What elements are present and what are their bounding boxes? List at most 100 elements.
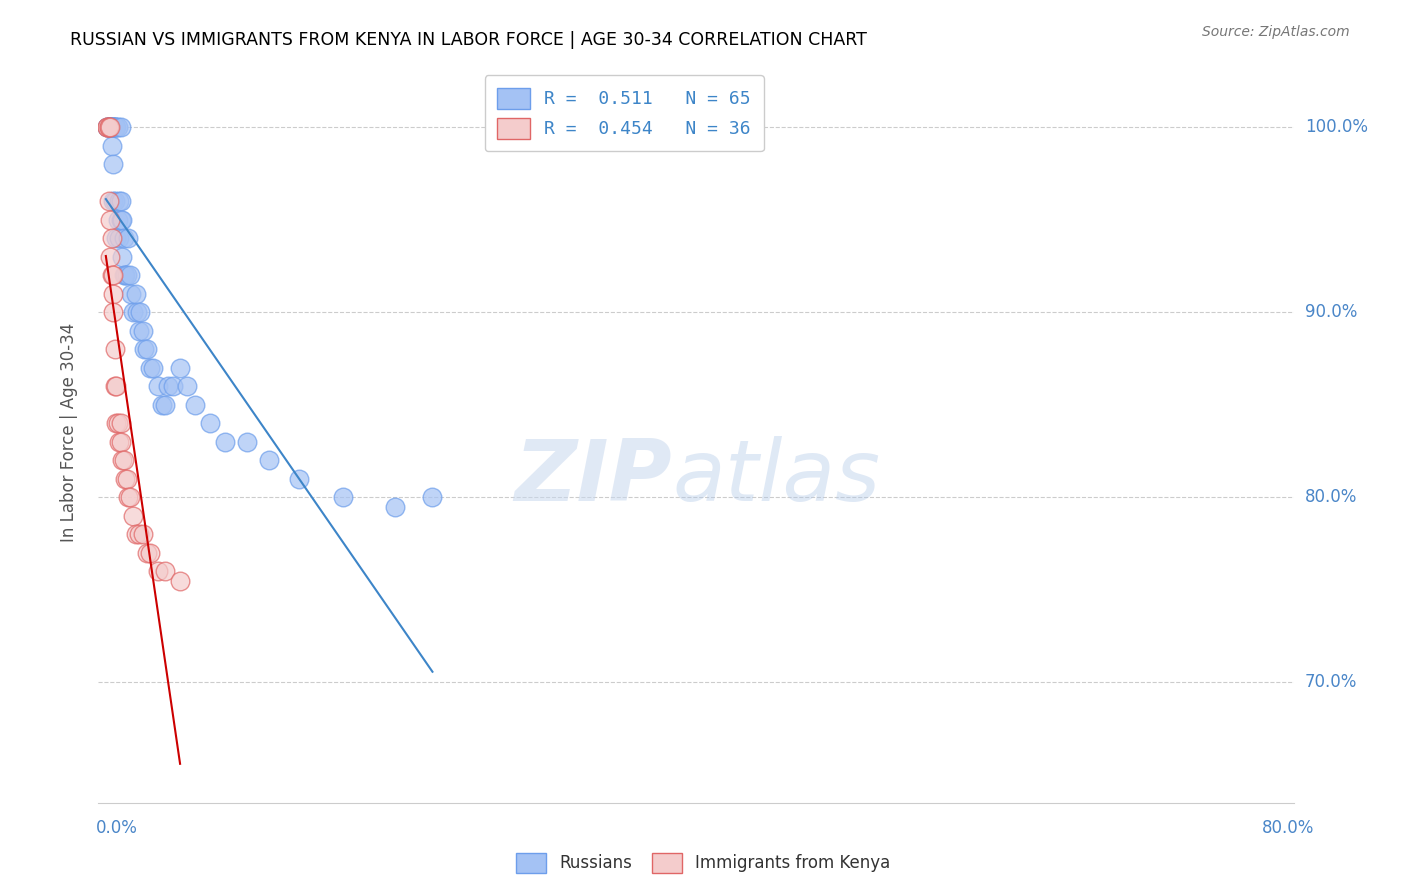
Point — [155, 398, 177, 412]
Point — [101, 231, 124, 245]
Point — [98, 212, 121, 227]
Point — [384, 500, 406, 514]
Point — [176, 379, 198, 393]
Text: RUSSIAN VS IMMIGRANTS FROM KENYA IN LABOR FORCE | AGE 30-34 CORRELATION CHART: RUSSIAN VS IMMIGRANTS FROM KENYA IN LABO… — [70, 31, 868, 49]
Point — [97, 120, 120, 135]
Point — [214, 434, 236, 449]
Point — [169, 574, 191, 588]
Point — [103, 194, 125, 209]
Point — [104, 379, 127, 393]
Y-axis label: In Labor Force | Age 30-34: In Labor Force | Age 30-34 — [59, 323, 77, 542]
Point — [120, 286, 142, 301]
Point — [110, 434, 132, 449]
Point — [236, 434, 259, 449]
Point — [108, 231, 131, 245]
Point — [132, 324, 155, 338]
Point — [114, 268, 136, 283]
Point — [136, 546, 159, 560]
Point — [146, 565, 169, 579]
Point — [155, 565, 177, 579]
Point — [110, 194, 132, 209]
Point — [97, 120, 120, 135]
Point — [97, 194, 120, 209]
Point — [118, 268, 141, 283]
Point — [98, 120, 121, 135]
Point — [96, 120, 118, 135]
Text: atlas: atlas — [672, 435, 880, 518]
Point — [121, 305, 143, 319]
Point — [142, 360, 165, 375]
Point — [288, 472, 311, 486]
Text: ZIP: ZIP — [515, 435, 672, 518]
Point — [112, 231, 135, 245]
Point — [96, 120, 118, 135]
Point — [112, 453, 135, 467]
Point — [103, 120, 125, 135]
Point — [146, 379, 169, 393]
Point — [129, 305, 152, 319]
Point — [105, 231, 128, 245]
Point — [103, 157, 125, 171]
Point — [103, 305, 125, 319]
Point — [101, 138, 124, 153]
Point — [169, 360, 191, 375]
Text: 90.0%: 90.0% — [1305, 303, 1357, 321]
Point — [98, 120, 121, 135]
Point — [101, 268, 124, 283]
Point — [108, 434, 131, 449]
Point — [139, 360, 162, 375]
Point — [108, 194, 131, 209]
Text: 80.0%: 80.0% — [1263, 819, 1315, 837]
Point — [124, 527, 146, 541]
Point — [97, 120, 120, 135]
Point — [103, 120, 125, 135]
Point — [104, 194, 127, 209]
Point — [96, 120, 118, 135]
Point — [98, 250, 121, 264]
Point — [117, 231, 139, 245]
Point — [150, 398, 173, 412]
Point — [101, 120, 124, 135]
Legend: R =  0.511   N = 65, R =  0.454   N = 36: R = 0.511 N = 65, R = 0.454 N = 36 — [485, 75, 763, 151]
Point — [107, 120, 129, 135]
Point — [103, 286, 125, 301]
Point — [121, 508, 143, 523]
Point — [97, 120, 120, 135]
Text: 70.0%: 70.0% — [1305, 673, 1357, 691]
Point — [162, 379, 184, 393]
Point — [101, 120, 124, 135]
Text: 100.0%: 100.0% — [1305, 119, 1368, 136]
Point — [124, 286, 146, 301]
Point — [104, 120, 127, 135]
Point — [103, 268, 125, 283]
Point — [157, 379, 180, 393]
Point — [98, 120, 121, 135]
Point — [111, 453, 134, 467]
Point — [98, 120, 121, 135]
Point — [107, 417, 129, 431]
Point — [96, 120, 118, 135]
Point — [97, 120, 120, 135]
Text: 80.0%: 80.0% — [1305, 489, 1357, 507]
Point — [117, 491, 139, 505]
Point — [101, 120, 124, 135]
Point — [103, 120, 125, 135]
Legend: Russians, Immigrants from Kenya: Russians, Immigrants from Kenya — [509, 847, 897, 880]
Point — [110, 212, 132, 227]
Point — [128, 324, 150, 338]
Point — [184, 398, 207, 412]
Text: 0.0%: 0.0% — [96, 819, 138, 837]
Point — [134, 343, 156, 357]
Point — [107, 212, 129, 227]
Point — [136, 343, 159, 357]
Point — [111, 250, 134, 264]
Point — [118, 491, 141, 505]
Point — [257, 453, 280, 467]
Point — [128, 527, 150, 541]
Point — [132, 527, 155, 541]
Point — [115, 268, 138, 283]
Point — [105, 379, 128, 393]
Point — [198, 417, 221, 431]
Point — [112, 268, 135, 283]
Text: Source: ZipAtlas.com: Source: ZipAtlas.com — [1202, 25, 1350, 39]
